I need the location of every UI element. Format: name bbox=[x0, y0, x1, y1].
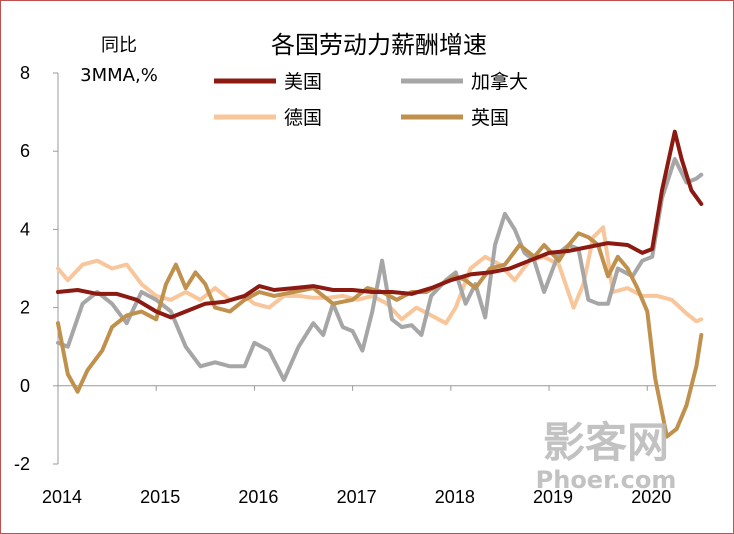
y-tick-label: 2 bbox=[20, 298, 30, 318]
y-tick-label: 0 bbox=[20, 376, 30, 396]
x-tick-label: 2015 bbox=[140, 487, 180, 507]
watermark: 影客网 Phoer.com bbox=[536, 418, 677, 494]
legend-label-germany: 德国 bbox=[284, 107, 322, 129]
legend-label-uk: 英国 bbox=[471, 107, 509, 129]
legend-label-us: 美国 bbox=[284, 71, 322, 93]
series-line-us bbox=[56, 129, 704, 320]
x-tick-label: 2018 bbox=[435, 487, 475, 507]
legend-label-canada: 加拿大 bbox=[471, 70, 528, 93]
y-unit-label-line2: 3MMA,% bbox=[80, 65, 158, 86]
x-tick-label: 2014 bbox=[42, 487, 82, 507]
x-tick-label: 2019 bbox=[533, 487, 573, 507]
y-tick-label: -2 bbox=[14, 454, 30, 474]
watermark-url: Phoer.com bbox=[536, 466, 677, 494]
x-tick-label: 2017 bbox=[337, 487, 377, 507]
series-lines bbox=[56, 129, 704, 439]
legend: 美国 加拿大 德国 英国 bbox=[214, 70, 528, 129]
series-line-canada bbox=[56, 157, 704, 382]
y-tick-label: 8 bbox=[20, 63, 30, 83]
axes: 8 6 4 2 0 -2 2014 2015 2016 2017 2018 2019 2020 bbox=[14, 63, 716, 507]
watermark-logo-text: 影客网 bbox=[543, 418, 669, 467]
y-tick-label: 6 bbox=[20, 141, 30, 161]
x-tick-label: 2020 bbox=[631, 487, 671, 507]
chart-title: 各国劳动力薪酬增速 bbox=[271, 31, 487, 59]
y-tick-label: 4 bbox=[20, 219, 30, 239]
series-line-germany bbox=[56, 225, 704, 326]
x-tick-label: 2016 bbox=[238, 487, 278, 507]
y-unit-label-line1: 同比 bbox=[101, 35, 137, 56]
